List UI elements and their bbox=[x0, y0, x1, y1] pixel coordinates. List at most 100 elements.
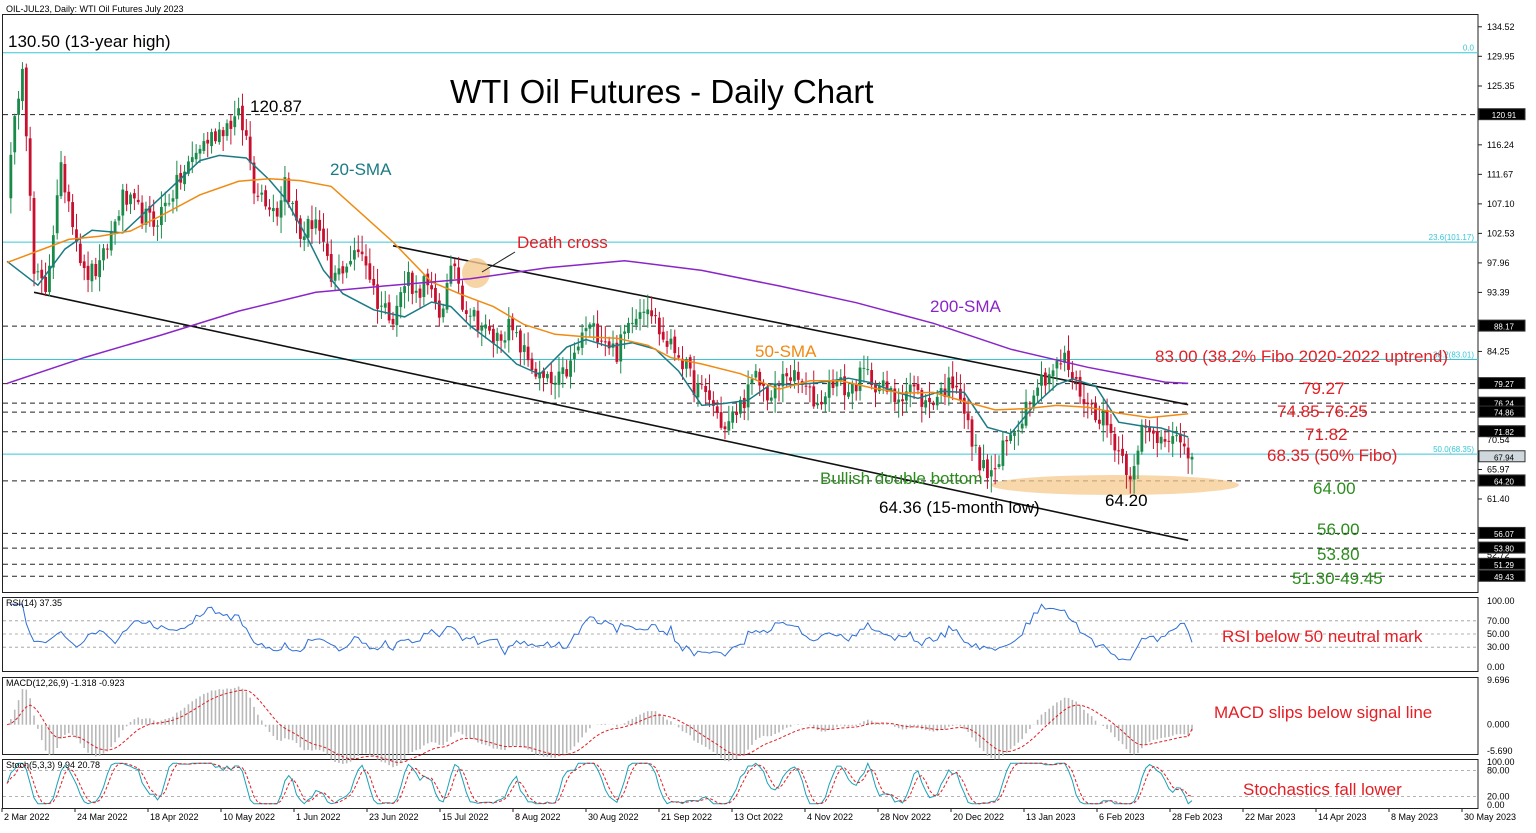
candle-body bbox=[684, 359, 688, 369]
candle-body bbox=[727, 421, 731, 431]
candle-body bbox=[773, 383, 777, 399]
annotation-7: 79.27 bbox=[1302, 379, 1345, 398]
symbol-line: OIL-JUL23, Daily: WTI Oil Futures July 2… bbox=[6, 4, 184, 14]
candle-body bbox=[877, 385, 881, 392]
annotation-1: 120.87 bbox=[250, 97, 302, 116]
candle-body bbox=[986, 459, 989, 479]
candle-body bbox=[646, 309, 650, 315]
candle-body bbox=[557, 371, 561, 385]
candle-body bbox=[569, 360, 572, 377]
candle-body bbox=[808, 386, 812, 388]
price-badge-label: 53.80 bbox=[1494, 545, 1515, 554]
candle-body bbox=[241, 105, 244, 131]
price-axis-label: 102.53 bbox=[1487, 228, 1515, 238]
candle-body bbox=[1040, 374, 1043, 386]
candle-body bbox=[1182, 443, 1186, 447]
candle-body bbox=[627, 322, 630, 334]
candle-body bbox=[978, 447, 982, 471]
price-axis-minor-label: 70.54 bbox=[1487, 435, 1510, 445]
stoch-title: Stoch(5,3,3) 9.94 20.78 bbox=[6, 760, 100, 770]
candle-body bbox=[630, 322, 634, 324]
candle-body bbox=[98, 260, 102, 278]
candle-body bbox=[1043, 372, 1047, 386]
candle-body bbox=[78, 243, 82, 264]
candle-body bbox=[642, 311, 646, 313]
candle-body bbox=[538, 372, 542, 379]
candle-body bbox=[592, 323, 596, 327]
annotation-16: 53.80 bbox=[1317, 545, 1360, 564]
price-axis-label: 65.97 bbox=[1487, 464, 1510, 474]
candle-body bbox=[823, 396, 827, 405]
candle-body bbox=[785, 373, 789, 377]
candle-body bbox=[268, 207, 271, 210]
candle-body bbox=[615, 342, 619, 362]
candle-body bbox=[372, 278, 376, 286]
candle-body bbox=[804, 385, 808, 387]
candle-body bbox=[1028, 403, 1032, 405]
candle-body bbox=[789, 377, 792, 381]
candle-body bbox=[318, 219, 322, 231]
candle-body bbox=[495, 332, 499, 341]
candle-body bbox=[476, 310, 480, 331]
candle-body bbox=[260, 192, 264, 195]
candle-body bbox=[90, 263, 94, 282]
candle-body bbox=[522, 345, 526, 352]
price-axis-label: 97.96 bbox=[1487, 258, 1510, 268]
price-axis-label: 61.40 bbox=[1487, 494, 1510, 504]
price-badge-label: 71.82 bbox=[1494, 428, 1515, 437]
candle-body bbox=[692, 370, 696, 396]
candle-body bbox=[387, 302, 391, 321]
macd-annotation: MACD slips below signal line bbox=[1214, 703, 1432, 722]
candle-body bbox=[920, 390, 924, 407]
candle-body bbox=[723, 426, 727, 430]
candle-body bbox=[51, 235, 55, 268]
candle-body bbox=[9, 154, 13, 199]
candle-body bbox=[897, 399, 901, 403]
candle-body bbox=[596, 323, 599, 343]
candle-body bbox=[32, 198, 36, 274]
candle-body bbox=[1113, 433, 1117, 451]
candle-body bbox=[464, 310, 468, 314]
candle-body bbox=[993, 468, 997, 470]
candle-body bbox=[105, 248, 109, 250]
candle-body bbox=[997, 464, 1001, 468]
candle-body bbox=[1136, 450, 1140, 465]
candle-body bbox=[302, 236, 306, 241]
candle-body bbox=[17, 98, 20, 115]
candle-body bbox=[553, 382, 557, 385]
candle-body bbox=[526, 346, 530, 361]
candle-body bbox=[264, 190, 268, 207]
candle-body bbox=[356, 249, 360, 253]
candle-body bbox=[603, 341, 607, 343]
price-badge-label: 64.20 bbox=[1494, 477, 1515, 486]
candle-body bbox=[943, 388, 947, 397]
candle-body bbox=[407, 271, 410, 286]
candle-body bbox=[187, 161, 190, 174]
candle-body bbox=[67, 191, 71, 202]
candle-body bbox=[1101, 410, 1105, 426]
candle-body bbox=[769, 397, 773, 401]
candle-body bbox=[1001, 440, 1005, 466]
candle-body bbox=[982, 459, 985, 469]
candle-body bbox=[885, 381, 889, 392]
candle-body bbox=[333, 272, 337, 281]
candle-body bbox=[279, 200, 283, 218]
candle-body bbox=[573, 352, 576, 360]
rsi-axis-label: 70.00 bbox=[1487, 616, 1510, 626]
annotation-6: 83.00 (38.2% Fibo 2020-2022 uptrend) bbox=[1155, 347, 1448, 366]
candle-body bbox=[565, 369, 569, 377]
candle-body bbox=[40, 269, 44, 279]
candle-body bbox=[866, 369, 870, 371]
date-axis-label: 13 Oct 2022 bbox=[734, 812, 783, 822]
date-axis-label: 22 Mar 2023 bbox=[1245, 812, 1296, 822]
candle-body bbox=[623, 331, 626, 334]
candles-group bbox=[9, 62, 1194, 494]
candle-body bbox=[132, 193, 136, 199]
candle-body bbox=[1121, 448, 1124, 456]
channel-line-lower bbox=[33, 291, 1189, 542]
candle-body bbox=[453, 263, 457, 267]
annotation-14: 64.36 (15-month low) bbox=[879, 498, 1040, 517]
candle-body bbox=[183, 171, 186, 185]
candle-body bbox=[418, 288, 422, 298]
